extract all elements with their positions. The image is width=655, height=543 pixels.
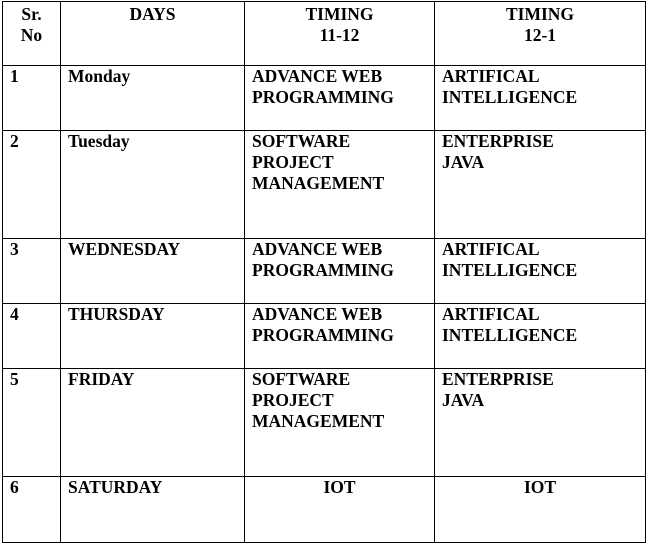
- row-day: FRIDAY: [60, 368, 245, 477]
- subject-line: ARTIFICAL: [442, 66, 540, 86]
- header-days-label: DAYS: [129, 4, 176, 24]
- subject-line: JAVA: [442, 390, 485, 410]
- row-sr: 2: [2, 130, 61, 239]
- header-sr: Sr. No: [2, 1, 61, 66]
- subject-line: PROGRAMMING: [252, 260, 394, 280]
- header-timing-2-line1: TIMING: [505, 4, 575, 24]
- subject-line: ARTIFICAL: [442, 239, 540, 259]
- row-timing-2: ARTIFICAL INTELLIGENCE: [434, 65, 646, 131]
- row-sr: 5: [2, 368, 61, 477]
- subject-line: PROGRAMMING: [252, 87, 394, 107]
- header-timing-2-line2: 12-1: [523, 25, 557, 45]
- row-timing-1: SOFTWARE PROJECT MANAGEMENT: [244, 130, 435, 239]
- row-timing-2: ENTERPRISE JAVA: [434, 368, 646, 477]
- row-day: Tuesday: [60, 130, 245, 239]
- subject-line: JAVA: [442, 152, 485, 172]
- row-timing-1: SOFTWARE PROJECT MANAGEMENT: [244, 368, 435, 477]
- row-timing-2: ARTIFICAL INTELLIGENCE: [434, 238, 646, 304]
- table-row: 5 FRIDAY SOFTWARE PROJECT MANAGEMENT ENTERPRI…: [2, 368, 646, 477]
- row-timing-1: ADVANCE WEB PROGRAMMING: [244, 303, 435, 369]
- row-sr: 1: [2, 65, 61, 131]
- subject-line: INTELLIGENCE: [442, 87, 578, 107]
- subject-line: PROJECT: [252, 390, 334, 410]
- table-row: 3 WEDNESDAY ADVANCE WEB PROGRAMMING ARTIFICA…: [2, 238, 646, 304]
- header-timing-1-line1: TIMING: [305, 4, 374, 24]
- row-timing-2: ARTIFICAL INTELLIGENCE: [434, 303, 646, 369]
- header-timing-2: TIMING 12-1: [434, 1, 646, 66]
- subject-line: MANAGEMENT: [252, 411, 385, 431]
- row-day: Monday: [60, 65, 245, 131]
- subject-line: MANAGEMENT: [252, 173, 385, 193]
- subject-line: ADVANCE WEB: [252, 239, 383, 259]
- row-day: SATURDAY: [60, 476, 245, 543]
- subject-line: IOT: [323, 477, 356, 497]
- table-row: 1 Monday ADVANCE WEB PROGRAMMING ARTIFICAL IN…: [2, 65, 646, 131]
- row-sr: 3: [2, 238, 61, 304]
- table-row: 2 Tuesday SOFTWARE PROJECT MANAGEMENT ENTERPR…: [2, 130, 646, 239]
- subject-line: PROJECT: [252, 152, 334, 172]
- subject-line: SOFTWARE: [252, 369, 351, 389]
- header-sr-line1: Sr.: [21, 4, 42, 24]
- subject-line: ARTIFICAL: [442, 304, 540, 324]
- subject-line: ADVANCE WEB: [252, 304, 383, 324]
- row-timing-1: ADVANCE WEB PROGRAMMING: [244, 65, 435, 131]
- header-days: DAYS: [60, 1, 245, 66]
- header-timing-1-line2: 11-12: [319, 25, 360, 45]
- row-timing-1: IOT: [244, 476, 435, 543]
- subject-line: IOT: [523, 477, 557, 497]
- subject-line: ADVANCE WEB: [252, 66, 383, 86]
- subject-line: ENTERPRISE: [442, 131, 554, 151]
- subject-line: PROGRAMMING: [252, 325, 394, 345]
- row-sr: 4: [2, 303, 61, 369]
- table-row: 6 SATURDAY IOT IOT: [2, 476, 646, 543]
- row-timing-2: ENTERPRISE JAVA: [434, 130, 646, 239]
- row-sr: 6: [2, 476, 61, 543]
- header-sr-line2: No: [20, 25, 43, 45]
- subject-line: ENTERPRISE: [442, 369, 554, 389]
- subject-line: INTELLIGENCE: [442, 325, 578, 345]
- subject-line: INTELLIGENCE: [442, 260, 578, 280]
- header-row: Sr. No DAYS TIMING 11-12 TIMING 12-1: [2, 1, 646, 66]
- header-timing-1: TIMING 11-12: [244, 1, 435, 66]
- row-day: WEDNESDAY: [60, 238, 245, 304]
- subject-line: SOFTWARE: [252, 131, 351, 151]
- row-timing-2: IOT: [434, 476, 646, 543]
- row-timing-1: ADVANCE WEB PROGRAMMING: [244, 238, 435, 304]
- table-row: 4 THURSDAY ADVANCE WEB PROGRAMMING ARTIFICAL…: [2, 303, 646, 369]
- row-day: THURSDAY: [60, 303, 245, 369]
